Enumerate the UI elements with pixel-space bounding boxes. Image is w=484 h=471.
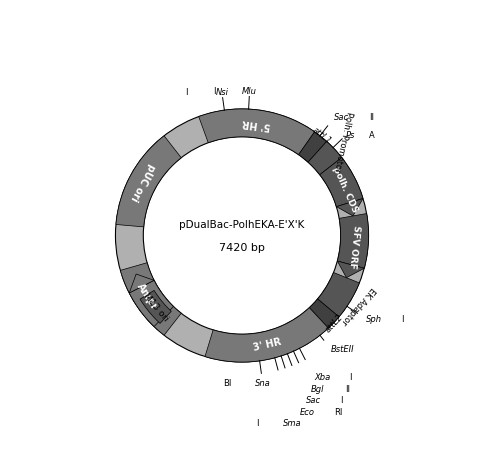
- Text: EK Adaptor: EK Adaptor: [339, 284, 377, 326]
- Text: I: I: [213, 87, 216, 96]
- Polygon shape: [140, 291, 171, 324]
- Text: I: I: [341, 397, 343, 406]
- Polygon shape: [309, 299, 339, 328]
- Polygon shape: [129, 274, 154, 293]
- Text: BstEII: BstEII: [331, 345, 354, 354]
- Text: I: I: [349, 373, 352, 382]
- Text: Bgl: Bgl: [310, 385, 324, 394]
- Polygon shape: [129, 280, 173, 326]
- Text: A: A: [369, 131, 375, 140]
- Polygon shape: [199, 109, 315, 154]
- Wedge shape: [116, 109, 368, 362]
- Text: II: II: [346, 385, 350, 394]
- Text: attL2: attL2: [324, 313, 346, 334]
- Text: Sph: Sph: [366, 315, 382, 324]
- Text: I: I: [401, 315, 403, 324]
- Text: Sma: Sma: [283, 419, 302, 428]
- Polygon shape: [320, 158, 363, 207]
- Text: polh. CDS: polh. CDS: [331, 165, 359, 214]
- Text: Sna: Sna: [255, 379, 271, 388]
- Polygon shape: [337, 213, 368, 268]
- Text: Ps: Ps: [346, 131, 355, 140]
- Text: Eco: Eco: [300, 408, 315, 417]
- Polygon shape: [336, 198, 363, 216]
- Text: M13 ori: M13 ori: [141, 292, 170, 324]
- Text: SFV ORF: SFV ORF: [347, 225, 361, 269]
- Text: I: I: [256, 419, 258, 428]
- Text: 5' HR: 5' HR: [242, 117, 272, 130]
- Text: Ampr: Ampr: [136, 282, 160, 312]
- Polygon shape: [308, 141, 342, 175]
- Text: Nsi: Nsi: [215, 88, 228, 97]
- Polygon shape: [318, 273, 359, 317]
- Polygon shape: [116, 136, 181, 227]
- Text: pUC ori: pUC ori: [129, 162, 157, 202]
- Text: Polh. Promotor: Polh. Promotor: [332, 110, 354, 172]
- Text: II: II: [369, 114, 374, 122]
- Text: 7420 bp: 7420 bp: [219, 243, 265, 253]
- Text: pDualBac-PolhEKA-E'X'K: pDualBac-PolhEKA-E'X'K: [179, 220, 305, 230]
- Text: attL1: attL1: [310, 125, 333, 146]
- Polygon shape: [121, 263, 181, 335]
- Polygon shape: [145, 293, 168, 319]
- Text: 3' HR: 3' HR: [252, 337, 282, 353]
- Text: I: I: [185, 88, 188, 97]
- Text: RI: RI: [334, 408, 343, 417]
- Polygon shape: [299, 132, 327, 162]
- Text: Sac: Sac: [334, 114, 349, 122]
- Text: Xba: Xba: [315, 373, 331, 382]
- Polygon shape: [337, 261, 364, 278]
- Text: Mlu: Mlu: [242, 87, 257, 96]
- Text: Sac: Sac: [305, 397, 320, 406]
- Text: BI: BI: [224, 379, 232, 388]
- Polygon shape: [205, 308, 328, 362]
